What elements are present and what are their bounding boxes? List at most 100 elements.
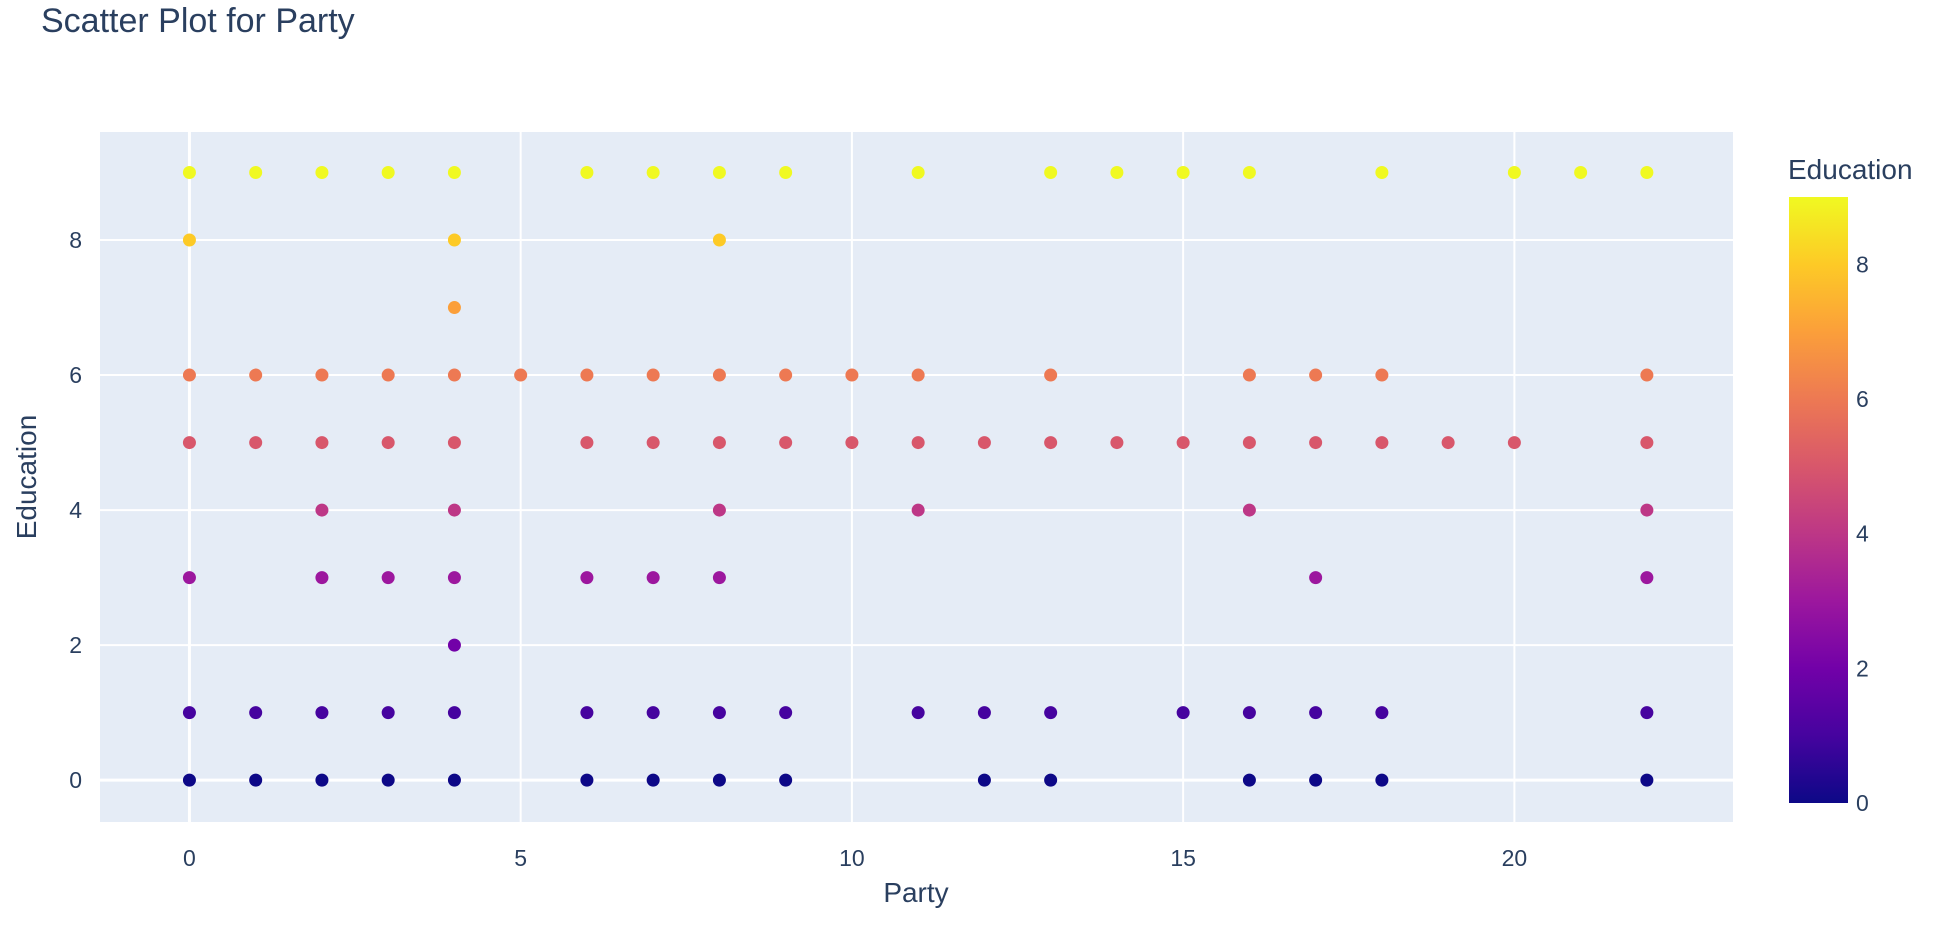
scatter-point [514, 368, 528, 382]
scatter-point [315, 166, 329, 180]
y-tick-label: 0 [69, 767, 82, 793]
scatter-point [646, 368, 660, 382]
scatter-point [712, 571, 726, 585]
scatter-point [381, 368, 395, 382]
scatter-point [1242, 706, 1256, 720]
scatter-point [381, 571, 395, 585]
scatter-point [1176, 706, 1190, 720]
scatter-point [182, 436, 196, 450]
scatter-point [580, 571, 594, 585]
scatter-point [1242, 503, 1256, 517]
x-tick-label: 20 [1502, 845, 1528, 871]
scatter-point [1044, 706, 1058, 720]
scatter-point [1640, 571, 1654, 585]
scatter-point [447, 706, 461, 720]
scatter-point [1309, 368, 1323, 382]
scatter-point [447, 638, 461, 652]
scatter-point [1242, 166, 1256, 180]
scatter-point [1242, 368, 1256, 382]
scatter-point [315, 773, 329, 787]
scatter-point [646, 571, 660, 585]
scatter-point [1640, 773, 1654, 787]
scatter-point [1640, 368, 1654, 382]
scatter-point [182, 706, 196, 720]
scatter-point [712, 436, 726, 450]
scatter-point [580, 706, 594, 720]
scatter-point [182, 571, 196, 585]
scatter-point [1375, 436, 1389, 450]
scatter-point [447, 436, 461, 450]
scatter-point [1309, 706, 1323, 720]
gridlines [100, 132, 1733, 822]
scatter-point [249, 706, 263, 720]
scatter-point [1507, 166, 1521, 180]
scatter-point [447, 368, 461, 382]
scatter-point [977, 706, 991, 720]
scatter-point [1375, 166, 1389, 180]
scatter-point [1309, 436, 1323, 450]
y-axis-title: Education [11, 415, 42, 540]
colorbar-tick-label: 8 [1856, 251, 1869, 277]
scatter-point [315, 368, 329, 382]
scatter-point [182, 233, 196, 247]
scatter-point [447, 503, 461, 517]
colorbar-title: Education [1788, 154, 1913, 185]
scatter-point [1176, 436, 1190, 450]
scatter-point [712, 706, 726, 720]
scatter-point [1044, 436, 1058, 450]
scatter-point [381, 166, 395, 180]
scatter-point [580, 436, 594, 450]
scatter-point [1441, 436, 1455, 450]
scatter-point [1242, 436, 1256, 450]
x-axis-ticks: 0 5 10 15 20 [183, 845, 1527, 871]
scatter-point [845, 368, 859, 382]
scatter-point [911, 503, 925, 517]
scatter-point [1640, 166, 1654, 180]
scatter-point [1574, 166, 1588, 180]
scatter-point [1044, 773, 1058, 787]
colorbar [1789, 197, 1848, 803]
scatter-point [580, 166, 594, 180]
scatter-point [447, 301, 461, 315]
scatter-point [381, 436, 395, 450]
scatter-point [1242, 773, 1256, 787]
colorbar-ticks: 0 2 4 6 8 [1856, 251, 1869, 816]
data-points [182, 166, 1654, 787]
scatter-point [1110, 166, 1124, 180]
scatter-point [646, 436, 660, 450]
scatter-point [779, 773, 793, 787]
x-tick-label: 10 [839, 845, 865, 871]
scatter-point [1375, 368, 1389, 382]
y-axis-ticks: 0 2 4 6 8 [69, 227, 82, 793]
scatter-point [447, 233, 461, 247]
scatter-point [911, 436, 925, 450]
scatter-point [779, 706, 793, 720]
scatter-point [315, 436, 329, 450]
colorbar-tick-label: 4 [1856, 521, 1869, 547]
scatter-point [779, 436, 793, 450]
scatter-point [182, 166, 196, 180]
scatter-point [315, 503, 329, 517]
scatter-point [1375, 706, 1389, 720]
colorbar-tick-label: 6 [1856, 386, 1869, 412]
scatter-point [712, 773, 726, 787]
scatter-point [845, 436, 859, 450]
scatter-point [580, 368, 594, 382]
y-tick-label: 8 [69, 227, 82, 253]
scatter-point [447, 166, 461, 180]
x-tick-label: 15 [1170, 845, 1196, 871]
y-tick-label: 2 [69, 632, 82, 658]
scatter-point [1640, 503, 1654, 517]
scatter-point [977, 773, 991, 787]
scatter-point [249, 368, 263, 382]
scatter-point [1309, 773, 1323, 787]
colorbar-tick-label: 0 [1856, 790, 1869, 816]
chart-title: Scatter Plot for Party [41, 2, 355, 40]
scatter-point [1176, 166, 1190, 180]
scatter-point [911, 706, 925, 720]
scatter-point [977, 436, 991, 450]
x-axis-title: Party [883, 877, 948, 908]
scatter-point [779, 368, 793, 382]
scatter-point [1044, 166, 1058, 180]
